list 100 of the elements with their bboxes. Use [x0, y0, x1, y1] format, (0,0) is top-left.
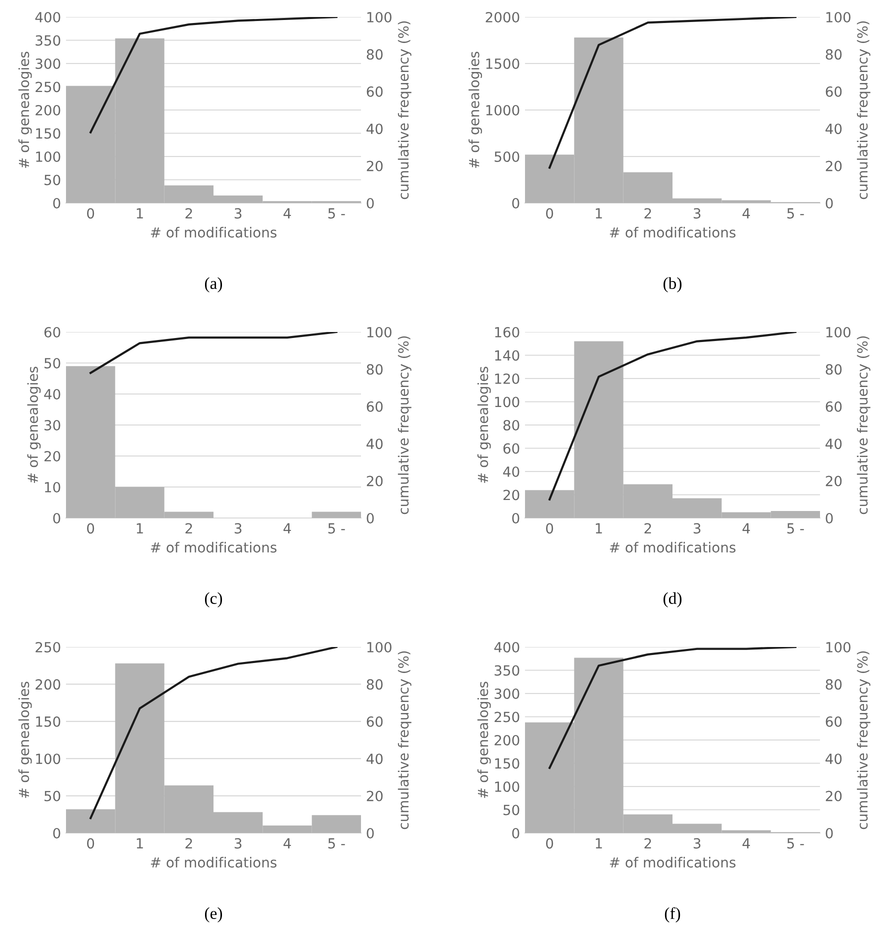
x-axis-title: # of modifications [150, 226, 276, 238]
y-tick-label: 400 [494, 642, 520, 652]
x-tick-label: 3 [234, 523, 242, 534]
x-axis-title: # of modifications [150, 542, 276, 553]
x-tick-label: 5 - [328, 838, 345, 849]
y-tick-label: 60 [44, 326, 60, 338]
line-series [548, 17, 796, 169]
x-tick-label: 5 - [787, 523, 804, 534]
line-series [548, 332, 796, 500]
y-tick-label: 160 [495, 326, 520, 338]
y-tick-label: 30 [44, 420, 60, 430]
x-tick-label: 0 [546, 523, 554, 534]
y-tick-label: 100 [495, 781, 520, 792]
y2-tick-label: 0 [826, 828, 833, 838]
x-tick-label: 5 - [787, 208, 804, 219]
y2-tick-label: 80 [826, 364, 842, 375]
y2-tick-label: 0 [826, 198, 833, 208]
x-axis-title: # of modifications [610, 856, 736, 868]
text: (e) [204, 907, 222, 922]
y-tick-label: 300 [36, 58, 60, 69]
y2-tick-label: 80 [366, 49, 383, 60]
text: (c) [204, 592, 222, 608]
x-tick-label: 4 [284, 838, 291, 848]
y-tick-label: 100 [495, 396, 520, 408]
text: (a) [204, 277, 222, 292]
x-tick-label: 3 [694, 838, 700, 849]
y-tick-label: 300 [494, 688, 520, 699]
x-axis-title: # of modifications [610, 542, 736, 553]
x-tick-label: 2 [644, 838, 651, 848]
x-tick-label: 5 - [328, 523, 345, 534]
y-tick-label: 50 [44, 790, 60, 802]
y2-tick-label: 20 [826, 476, 842, 486]
y2-tick-label: 40 [826, 438, 842, 450]
y-axis-title: # of genealogies [27, 366, 41, 483]
x-tick-label: 4 [284, 523, 291, 534]
x-tick-label: 3 [694, 523, 700, 534]
y-axis-title: # of genealogies [18, 52, 32, 168]
x-tick-label: 0 [546, 208, 554, 219]
y2-axis-title: cumulative frequency (%) [398, 21, 412, 200]
y2-tick-label: 100 [826, 326, 850, 338]
y-tick-label: 40 [503, 466, 520, 477]
x-tick-label: 4 [742, 208, 750, 218]
y-tick-label: 200 [36, 679, 60, 690]
y-tick-label: 140 [495, 350, 520, 361]
y-tick-label: 80 [503, 420, 520, 430]
y2-tick-label: 80 [826, 49, 842, 60]
x-tick-label: 4 [284, 208, 291, 218]
y-tick-label: 150 [36, 128, 60, 139]
text: (f) [664, 907, 680, 922]
y-tick-label: 400 [35, 12, 60, 22]
text: (d) [664, 592, 682, 608]
x-tick-label: 0 [87, 838, 94, 849]
x-tick-label: 5 - [328, 208, 345, 219]
x-tick-label: 2 [186, 523, 192, 534]
y2-tick-label: 100 [826, 12, 850, 22]
y2-tick-label: 100 [367, 12, 392, 22]
x-tick-label: 1 [136, 838, 143, 848]
line-series [90, 647, 338, 820]
y-tick-label: 120 [495, 373, 520, 384]
y-tick-label: 10 [44, 482, 60, 492]
x-tick-label: 1 [596, 838, 602, 848]
y2-tick-label: 60 [826, 401, 842, 412]
y-tick-label: 350 [494, 665, 520, 676]
x-tick-label: 1 [136, 523, 143, 534]
x-tick-label: 2 [644, 523, 651, 534]
x-tick-label: 4 [742, 838, 750, 848]
y2-tick-label: 80 [366, 679, 383, 690]
y2-tick-label: 100 [367, 642, 392, 652]
y-tick-label: 40 [44, 388, 60, 400]
x-tick-label: 4 [742, 523, 750, 534]
y2-tick-label: 20 [366, 476, 383, 486]
y-axis-title: # of genealogies [18, 682, 32, 798]
y-tick-label: 250 [494, 712, 520, 722]
y-tick-label: 200 [36, 104, 60, 116]
x-tick-label: 5 - [787, 838, 804, 849]
y-tick-label: 50 [504, 804, 520, 816]
y-tick-label: 0 [512, 512, 520, 524]
y2-axis-title: cumulative frequency (%) [856, 21, 870, 200]
y2-tick-label: 20 [366, 160, 383, 172]
x-tick-label: 1 [596, 523, 602, 534]
y2-axis-title: cumulative frequency (%) [398, 651, 412, 830]
y2-tick-label: 60 [366, 401, 383, 412]
x-tick-label: 2 [644, 208, 651, 218]
y-tick-label: 1000 [486, 104, 520, 116]
y-tick-label: 500 [494, 151, 520, 162]
y2-tick-label: 60 [366, 86, 383, 97]
y2-axis-title: cumulative frequency (%) [398, 336, 412, 514]
y-tick-label: 0 [53, 512, 60, 524]
y2-tick-label: 60 [826, 86, 842, 97]
y2-axis-title: cumulative frequency (%) [856, 651, 870, 830]
y2-tick-label: 0 [366, 198, 374, 208]
y2-tick-label: 100 [367, 326, 392, 338]
x-tick-label: 0 [87, 208, 94, 219]
y2-tick-label: 0 [366, 828, 374, 838]
x-tick-label: 3 [234, 838, 242, 849]
y2-tick-label: 20 [826, 160, 842, 172]
y-tick-label: 150 [36, 716, 60, 727]
x-tick-label: 2 [186, 208, 192, 218]
y-tick-label: 100 [36, 151, 60, 162]
y2-tick-label: 40 [366, 754, 383, 764]
